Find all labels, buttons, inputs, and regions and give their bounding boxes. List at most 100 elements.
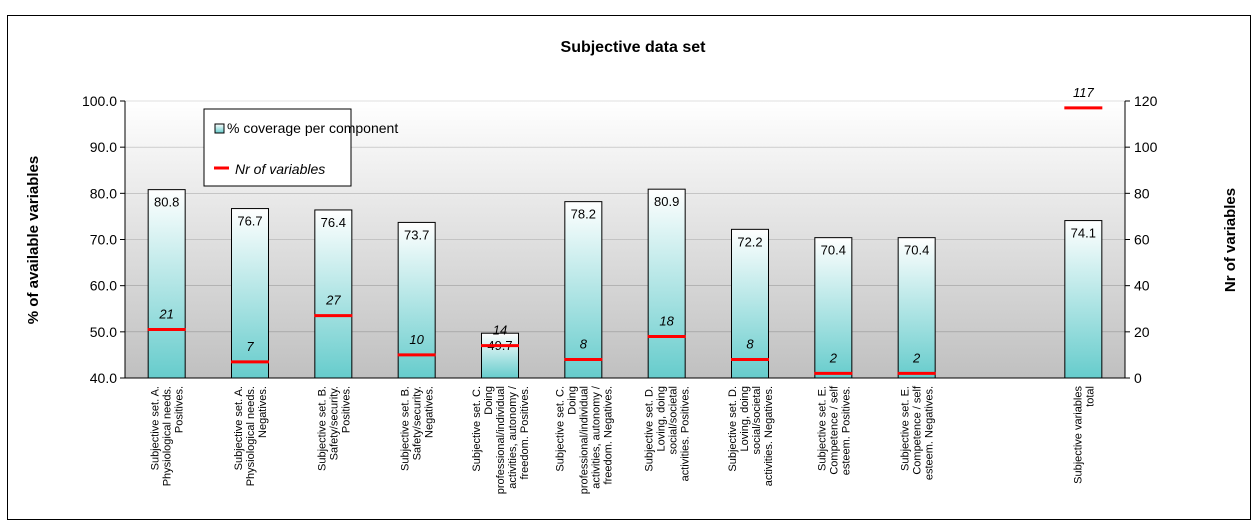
bar-value-label: 80.9 [654,194,679,209]
category-label-line: Loving, doing [656,386,668,451]
category-label-line: Subjective set. D. [727,386,739,472]
right-tick-label: 40 [1134,278,1150,294]
category-label: Subjective set. C.Doingprofessional/indi… [471,385,531,494]
category-label-line: activities. Negatives. [763,386,775,486]
category-label-line: Physiological needs. [162,386,174,486]
legend-bar-swatch [214,123,225,134]
bar [897,237,936,379]
category-label-line: Subjective set. C. [471,386,483,472]
bar-value-label: 72.2 [737,234,762,249]
category-label-line: Positives. [340,386,352,433]
category-label-line: esteem. Positives. [840,386,852,475]
nr-value-label: 2 [912,350,921,365]
nr-value-label: 8 [580,337,588,352]
legend-line-label: Nr of variables [235,161,325,177]
nr-value-label: 14 [493,323,507,338]
left-tick-label: 90.0 [90,139,117,155]
bar-value-label: 76.4 [321,215,346,230]
category-label-line: Safety/security. [328,386,340,460]
category-label: Subjective set. B.Safety/security.Negati… [400,386,436,471]
y2-axis-title: Nr of variables [1222,188,1239,292]
left-tick-label: 80.0 [90,185,117,201]
category-label-line: Doing [566,386,578,415]
right-axis: 0 20 40 60 80 100 120 [1124,93,1158,386]
nr-value-label: 21 [158,307,173,322]
category-labels: Subjective set. A.Physiological needs.Po… [150,385,1097,494]
bar [564,201,603,379]
legend-box [203,108,352,187]
legend-bar-label: % coverage per component [227,120,398,136]
left-tick-label: 70.0 [90,232,117,248]
bar-value-label: 76.7 [237,214,262,229]
category-label-line: Subjective set. A. [233,386,245,470]
left-tick-label: 40.0 [90,370,117,386]
category-label-line: Subjective set. A. [150,386,162,470]
category-label: Subjective set. A.Physiological needs.Ne… [233,386,269,486]
bar [147,189,186,379]
category-label-line: Loving, doing [739,386,751,451]
right-tick-label: 100 [1134,139,1158,155]
category-label-line: Negatives. [424,386,436,438]
bar [647,188,686,379]
nr-markers: 21 7 27 10 14 8 18 8 2 2 117 [147,85,1103,375]
legend: % coverage per component Nr of variables [203,108,398,187]
category-label: Subjective set. E.Competence / selfestee… [900,385,936,480]
bars: 80.876.7 76.473.749.778.280.972.270.4 70.4… [147,188,1103,379]
category-label-line: total [1084,386,1096,407]
bar [231,208,269,379]
category-label-line: Subjective set. D. [644,386,656,472]
nr-value-label: 18 [659,313,674,328]
category-label-line: activities. Positives. [680,386,692,481]
category-label-line: Competence / self [912,385,924,475]
category-label-line: Safety/security. [412,386,424,460]
left-axis: 40.0 50.0 60.0 70.0 80.0 90.0 100.0 [82,93,1125,386]
category-label-line: Competence / self [828,385,840,475]
bar [314,209,353,379]
category-label: Subjective variablestotal [1072,386,1096,484]
chart-frame: Subjective data set 40.0 50.0 60.0 70.0 80.0… [7,15,1251,520]
chart-title: Subjective data set [561,39,707,56]
right-tick-label: 0 [1134,370,1142,386]
category-label-line: Positives. [174,386,186,433]
category-label: Subjective set. B.Safety/security.Positi… [316,386,352,471]
category-label: Subjective set. D.Loving, doingsocial/so… [727,386,775,486]
bar [1064,220,1103,379]
nr-value-label: 2 [829,350,838,365]
category-label-line: Subjective set. B. [316,386,328,471]
category-label-line: Subjective set. C. [554,386,566,472]
nr-value-label: 8 [746,337,754,352]
left-tick-label: 50.0 [90,324,117,340]
category-label: Subjective set. E.Competence / selfestee… [816,385,852,475]
category-label-line: social/societal [668,386,680,454]
bar-value-label: 70.4 [904,243,929,258]
bar-value-label: 78.2 [571,207,596,222]
category-label-line: Subjective set. E. [816,386,828,471]
category-label-line: esteem. Negatives. [924,386,936,480]
right-tick-label: 80 [1134,185,1150,201]
category-label-line: Subjective variables [1072,386,1084,484]
right-tick-label: 60 [1134,232,1150,248]
category-label-line: social/societal [751,386,763,454]
category-label: Subjective set. C.Doingprofessional/indi… [554,385,614,494]
bar [481,332,519,379]
bar-value-label: 74.1 [1071,226,1096,241]
category-label-line: Subjective set. E. [900,386,912,471]
category-label-line: activities, autonomy / [507,385,519,489]
category-label-line: activities, autonomy / [590,385,602,489]
category-label-line: professional/individual [495,386,507,494]
category-label: Subjective set. A.Physiological needs.Po… [150,386,186,486]
category-label-line: Doing [483,386,495,415]
y-gridlines [125,100,1125,333]
category-label-line: Negatives. [257,386,269,438]
bar [397,221,436,379]
bar-value-label: 70.4 [821,243,846,258]
left-tick-label: 60.0 [90,278,117,294]
y-axis-title: % of available variables [25,156,42,324]
right-tick-label: 120 [1134,93,1158,109]
right-tick-label: 20 [1134,324,1150,340]
category-label-line: freedom. Negatives. [602,386,614,484]
nr-value-label: 117 [1073,85,1094,100]
bar-value-label: 73.7 [404,227,429,242]
chart-svg: Subjective data set 40.0 50.0 60.0 70.0 80.0… [25,39,1239,494]
category-label-line: professional/individual [578,386,590,494]
